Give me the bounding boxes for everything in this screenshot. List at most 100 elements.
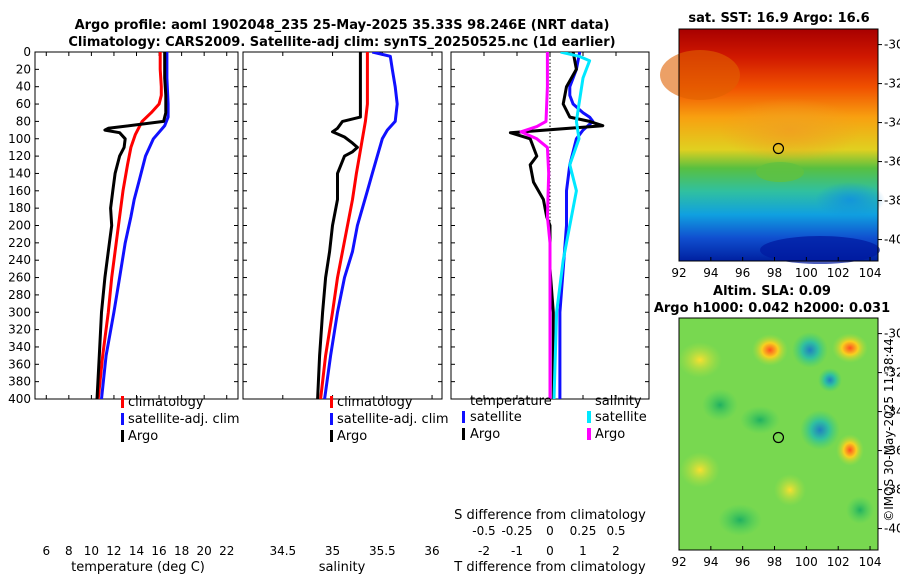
x-tick-label: 34.5: [269, 544, 296, 558]
salinity-lines: [316, 52, 399, 399]
legend-label-salinity-satellite: satellite: [595, 410, 647, 425]
sla-map-image: [678, 318, 878, 550]
legend-label-temperature-satellite: satellite: [470, 410, 522, 425]
series-line-satellite-adj-clim: [100, 52, 170, 399]
map-y-tick-label: -36: [884, 444, 900, 458]
legend-label-climatology: climatology: [337, 395, 413, 410]
legend-label-argo: Argo: [128, 429, 158, 444]
map-x-tick-label: 100: [795, 555, 818, 569]
y-tick-label: 220: [8, 236, 31, 250]
map-x-tick-label: 102: [827, 555, 850, 569]
x-tick-label: 1: [579, 544, 587, 558]
x-tick-label: 16: [151, 544, 166, 558]
map-y-tick-label: -32: [884, 366, 900, 380]
imos-credit: ©IMOS 30-May-2025 11:38:44: [882, 338, 896, 522]
legend-swatch-argo: [121, 430, 124, 442]
y-tick-label: 340: [8, 340, 31, 354]
y-tick-label: 160: [8, 184, 31, 198]
x-tick-label: 36: [424, 544, 439, 558]
salinity-axes-frame: [242, 51, 443, 400]
map-y-tick-label: -40: [884, 233, 900, 247]
map-x-tick-label: 104: [859, 266, 882, 280]
legend-label-argo: Argo: [337, 429, 367, 444]
top-tick-label: -0.25: [501, 524, 532, 538]
salinity-xlabel: salinity: [319, 560, 366, 575]
legend-label-satellite: satellite-adj. clim: [128, 412, 240, 427]
y-tick-label: 200: [8, 219, 31, 233]
series-line-salinity-argo: [519, 52, 552, 399]
top-tick-label: -0.5: [472, 524, 495, 538]
map-x-tick-label: 104: [859, 555, 882, 569]
temperature-axes-frame: [34, 51, 239, 400]
y-tick-label: 360: [8, 357, 31, 371]
y-tick-label: 400: [8, 392, 31, 406]
y-tick-label: 80: [16, 114, 31, 128]
sst-map-frame: [678, 28, 879, 262]
series-line-climatology: [96, 52, 163, 399]
map-x-tick-label: 96: [735, 555, 750, 569]
legend-title-salinity: salinity: [595, 394, 642, 409]
difference-depth-ticks: [451, 51, 649, 400]
legend-label-salinity-argo: Argo: [595, 427, 625, 442]
figure-title-line1: Argo profile: aoml 1902048_235 25-May-20…: [75, 18, 610, 33]
legend-swatch-argo: [330, 430, 333, 442]
legend-label-climatology: climatology: [128, 395, 204, 410]
temperature-x-axis: 6 8 10 12 14 16 18 20 22: [42, 52, 234, 558]
sla-map-panel: Altim. SLA: 0.09 Argo h1000: 0.042 h2000…: [654, 284, 900, 569]
x-tick-label: 35.5: [369, 544, 396, 558]
legend-swatch-salinity-satellite: [587, 411, 591, 423]
salinity-legend: climatology satellite-adj. clim Argo: [330, 395, 449, 444]
series-line-climatology: [319, 52, 369, 399]
map-y-tick-label: -34: [884, 116, 900, 130]
map-y-tick-label: -34: [884, 405, 900, 419]
y-tick-label: 100: [8, 132, 31, 146]
map-x-tick-label: 102: [827, 266, 850, 280]
salinity-difference-axis: -0.5 -0.25 0 0.25 0.5: [472, 524, 625, 538]
depth-axis: 0 20 40 60 80 100 120 140 160 180 200 220 240 260 280 3…: [8, 45, 238, 406]
x-tick-label: 2: [612, 544, 620, 558]
legend-title-temperature: temperature: [470, 394, 552, 409]
x-tick-label: 35: [325, 544, 340, 558]
y-tick-label: 320: [8, 323, 31, 337]
top-tick-label: 0.25: [570, 524, 597, 538]
x-tick-label: 12: [106, 544, 121, 558]
map-y-tick-label: -40: [884, 522, 900, 536]
map-y-tick-label: -30: [884, 38, 900, 52]
x-tick-label: -1: [511, 544, 523, 558]
x-tick-label: 0: [546, 544, 554, 558]
legend-swatch-satellite: [330, 413, 333, 425]
y-tick-label: 260: [8, 271, 31, 285]
series-line-salinity-satellite: [552, 52, 592, 399]
x-tick-label: 22: [219, 544, 234, 558]
x-tick-label: 10: [84, 544, 99, 558]
difference-top-xlabel: S difference from climatology: [454, 508, 646, 523]
temperature-xlabel: temperature (deg C): [71, 560, 205, 575]
legend-swatch-climatology: [121, 396, 124, 408]
series-line-argo: [316, 52, 362, 399]
y-tick-label: 240: [8, 253, 31, 267]
sst-map-image: [660, 29, 885, 264]
argo-location-marker: [772, 142, 785, 155]
temperature-panel: 0 20 40 60 80 100 120 140 160 180 200 220 240 260 280 3…: [8, 45, 240, 575]
series-line-argo: [95, 52, 168, 399]
x-tick-label: 18: [174, 544, 189, 558]
map-y-tick-label: -38: [884, 483, 900, 497]
map-x-tick-label: 98: [767, 266, 782, 280]
x-tick-label: 6: [42, 544, 50, 558]
y-tick-label: 40: [16, 80, 31, 94]
y-tick-label: 380: [8, 375, 31, 389]
y-tick-label: 0: [23, 45, 31, 59]
map-y-tick-label: -30: [884, 327, 900, 341]
y-tick-label: 120: [8, 149, 31, 163]
sla-map-frame: [678, 317, 879, 551]
difference-xlabel: T difference from climatology: [453, 560, 646, 575]
top-tick-label: 0: [546, 524, 554, 538]
legend-swatch-climatology: [330, 396, 333, 408]
difference-lines: [508, 52, 605, 399]
map-x-tick-label: 92: [671, 266, 686, 280]
map-x-tick-label: 98: [767, 555, 782, 569]
salinity-depth-ticks: [243, 51, 442, 400]
x-tick-label: 20: [197, 544, 212, 558]
map-y-tick-label: -32: [884, 77, 900, 91]
